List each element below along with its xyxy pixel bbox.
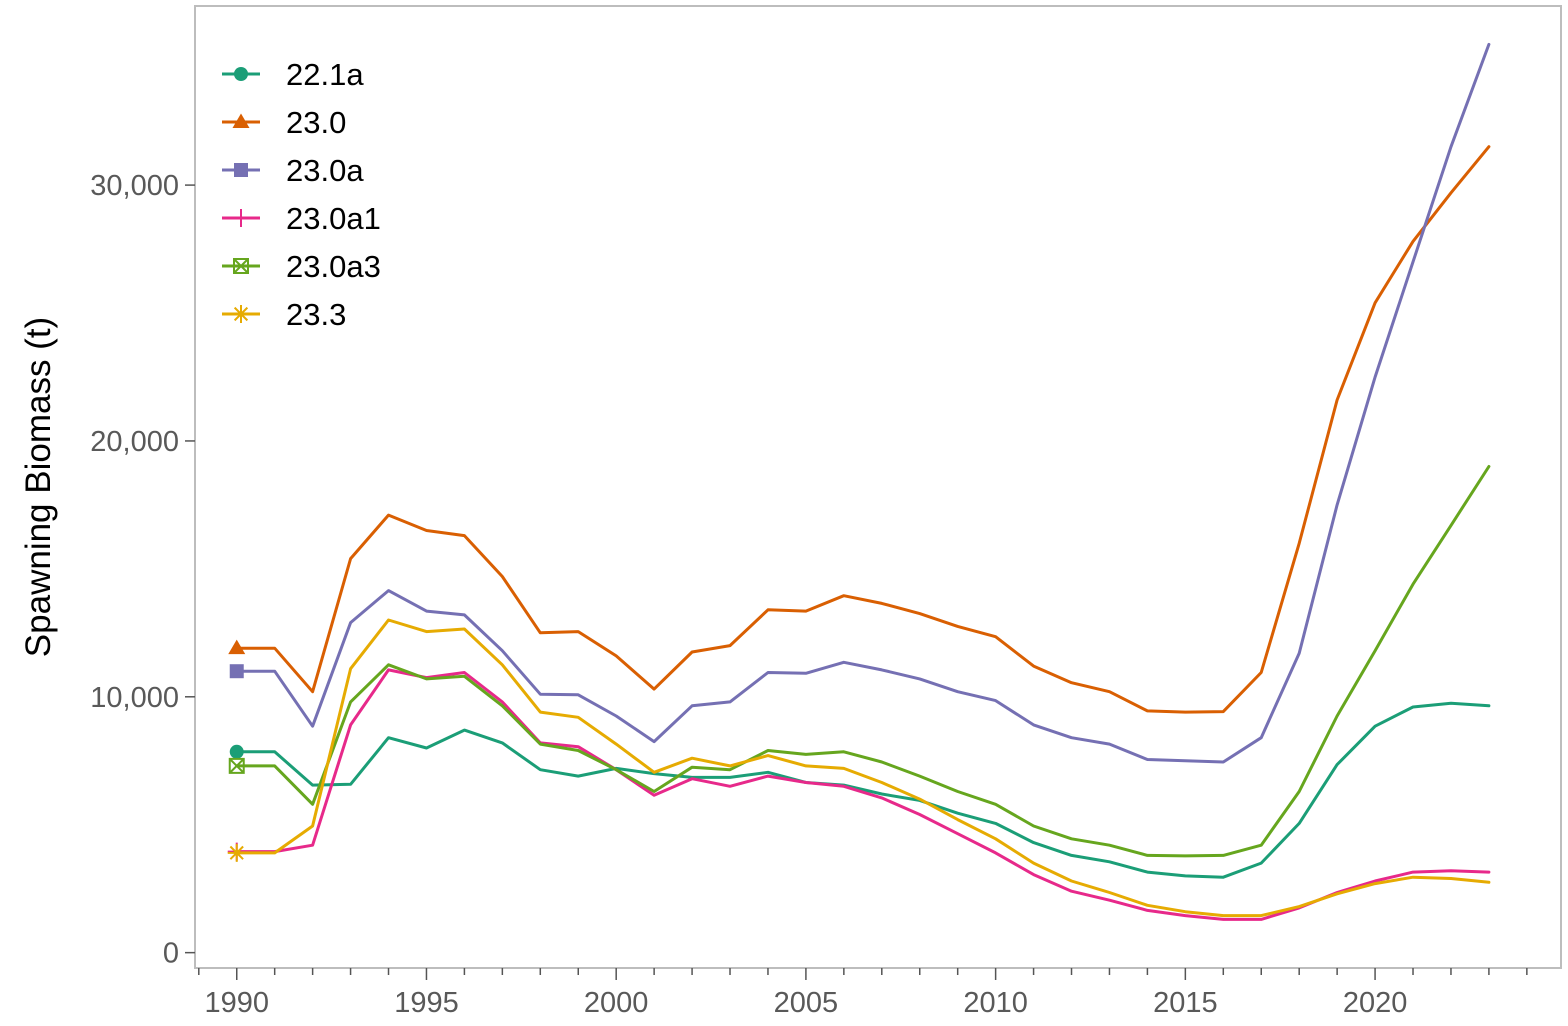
plot-panel-border [194,5,1562,969]
y-axis-title: Spawning Biomass (t) [19,317,58,657]
legend-key-marker-23-0a3 [233,258,249,274]
y-tick-label: 30,000 [90,170,179,202]
series-marker-23-0 [228,639,246,655]
series-marker-23-0a [229,664,244,679]
series-line-23-0 [235,145,1491,714]
series-line-22-1a [235,701,1491,879]
series-line-23-0a1 [235,668,1491,921]
x-tick-label: 2005 [774,987,839,1019]
legend: 22.1a 23.0 23.0a 23.0a1 23.0a3 23.3 [222,57,381,332]
legend-key-marker-23-0 [232,113,250,128]
x-tick-label: 2010 [963,987,1028,1019]
legend-key-marker-23-3 [232,305,250,323]
series-line-23-0a3 [235,465,1491,858]
y-tick-label: 0 [163,938,179,970]
x-tick-label: 2015 [1153,987,1218,1019]
y-tick-label: 10,000 [90,682,179,714]
legend-label-22-1a: 22.1a [286,57,364,92]
series-line-23-0a [235,42,1491,764]
legend-label-23-0a: 23.0a [286,153,364,188]
x-tick-label: 2020 [1343,987,1408,1019]
legend-label-23-0a1: 23.0a1 [286,201,381,236]
legend-label-23-0a3: 23.0a3 [286,249,381,284]
x-tick-label: 2000 [584,987,649,1019]
series-lines [227,42,1491,921]
legend-label-23-0: 23.0 [286,105,346,140]
series-line-23-3 [235,618,1491,918]
legend-key-marker-23-0a [234,163,248,177]
x-tick-label: 1995 [394,987,459,1019]
series-marker-23-0a3 [228,757,245,774]
legend-label-23-3: 23.3 [286,297,346,332]
legend-key-marker-23-0a1 [232,209,250,227]
x-tick-label: 1990 [204,987,269,1019]
axes: 1990 1995 2000 2005 2010 2015 2020 0 10,000 20,00… [90,170,1528,1019]
series-marker-22-1a [229,744,244,759]
series-marker-23-3 [227,843,246,862]
y-tick-label: 20,000 [90,426,179,458]
legend-key-marker-22-1a [234,67,248,81]
